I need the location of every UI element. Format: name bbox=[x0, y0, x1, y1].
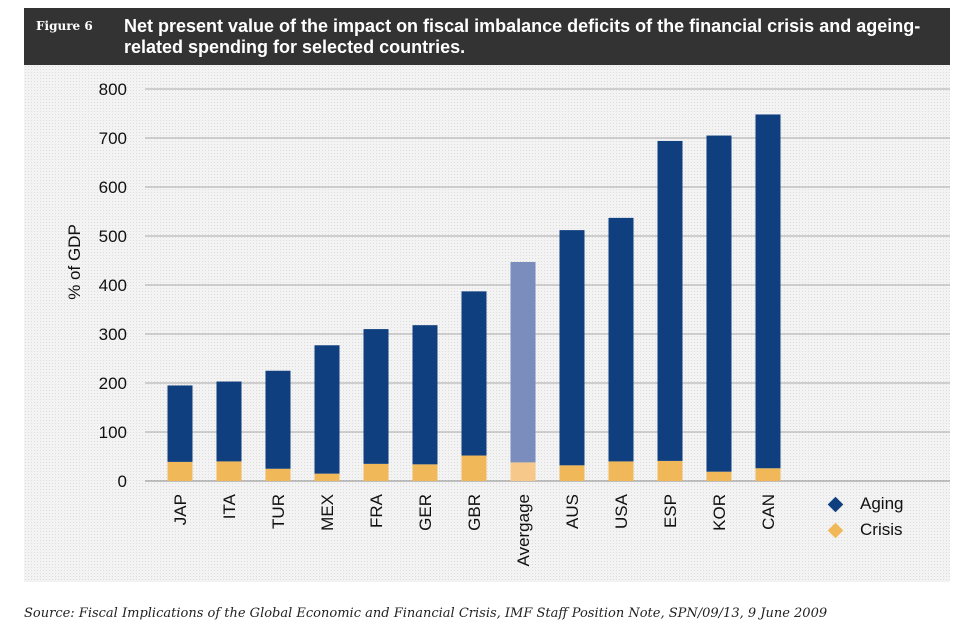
bar-crisis-avergage bbox=[510, 462, 536, 481]
x-tick-label: USA bbox=[612, 493, 631, 529]
bar-crisis-mex bbox=[314, 473, 340, 481]
bar-aging-tur bbox=[265, 370, 291, 469]
bar-aging-ita bbox=[216, 381, 242, 462]
plot-background bbox=[24, 65, 950, 582]
bar-crisis-usa bbox=[608, 461, 634, 481]
bar-crisis-can bbox=[755, 468, 781, 481]
x-tick-label: Avergage bbox=[514, 494, 533, 566]
x-tick-label: AUS bbox=[563, 494, 582, 529]
x-tick-label: GER bbox=[416, 494, 435, 531]
y-tick-label: 800 bbox=[99, 80, 127, 99]
y-tick-label: 200 bbox=[99, 374, 127, 393]
bar-aging-gbr bbox=[461, 291, 487, 456]
gridlines bbox=[145, 88, 950, 482]
x-tick-label: FRA bbox=[367, 493, 386, 528]
legend-label-aging: Aging bbox=[860, 494, 904, 513]
bar-aging-mex bbox=[314, 345, 340, 474]
x-axis-ticks: JAP ITA TUR MEX FRA GER GBR Avergage AUS USA ESP KO… bbox=[171, 493, 778, 566]
source-note: Source: Fiscal Implications of the Globa… bbox=[24, 606, 828, 621]
bar-aging-aus bbox=[559, 230, 585, 466]
bar-crisis-ger bbox=[412, 464, 438, 481]
legend-label-crisis: Crisis bbox=[860, 520, 903, 539]
bar-crisis-esp bbox=[657, 460, 683, 481]
bar-crisis-ita bbox=[216, 461, 242, 481]
bars bbox=[167, 114, 781, 481]
x-tick-label: CAN bbox=[759, 494, 778, 530]
x-tick-label: ITA bbox=[220, 493, 239, 519]
bar-crisis-tur bbox=[265, 468, 291, 481]
figure-title: Net present value of the impact on fisca… bbox=[124, 16, 921, 57]
x-tick-label: MEX bbox=[318, 494, 337, 531]
bar-crisis-aus bbox=[559, 465, 585, 481]
y-tick-label: 500 bbox=[99, 227, 127, 246]
bar-aging-fra bbox=[363, 329, 389, 464]
bar-aging-avergage bbox=[510, 261, 536, 463]
y-tick-label: 600 bbox=[99, 178, 127, 197]
x-tick-label: ESP bbox=[661, 494, 680, 528]
bar-aging-jap bbox=[167, 385, 193, 462]
x-tick-label: TUR bbox=[269, 494, 288, 529]
figure-header: Figure 6 Net present value of the impact… bbox=[24, 8, 950, 65]
bar-aging-can bbox=[755, 114, 781, 469]
y-axis-ticks: 0 100 200 300 400 500 600 700 800 bbox=[99, 80, 127, 491]
x-tick-label: KOR bbox=[710, 494, 729, 531]
y-tick-label: 0 bbox=[118, 472, 127, 491]
bar-aging-esp bbox=[657, 140, 683, 461]
bar-crisis-fra bbox=[363, 463, 389, 481]
x-tick-label: GBR bbox=[465, 494, 484, 531]
bar-aging-ger bbox=[412, 325, 438, 465]
x-tick-label: JAP bbox=[171, 494, 190, 525]
y-tick-label: 700 bbox=[99, 129, 127, 148]
bar-crisis-kor bbox=[706, 471, 732, 481]
y-tick-label: 100 bbox=[99, 423, 127, 442]
bar-crisis-gbr bbox=[461, 455, 487, 481]
bar-aging-usa bbox=[608, 217, 634, 462]
bar-aging-kor bbox=[706, 135, 732, 472]
figure-label: Figure 6 bbox=[36, 19, 93, 33]
y-tick-label: 300 bbox=[99, 325, 127, 344]
y-axis-label: % of GDP bbox=[65, 224, 84, 300]
y-tick-label: 400 bbox=[99, 276, 127, 295]
bar-crisis-jap bbox=[167, 461, 193, 481]
